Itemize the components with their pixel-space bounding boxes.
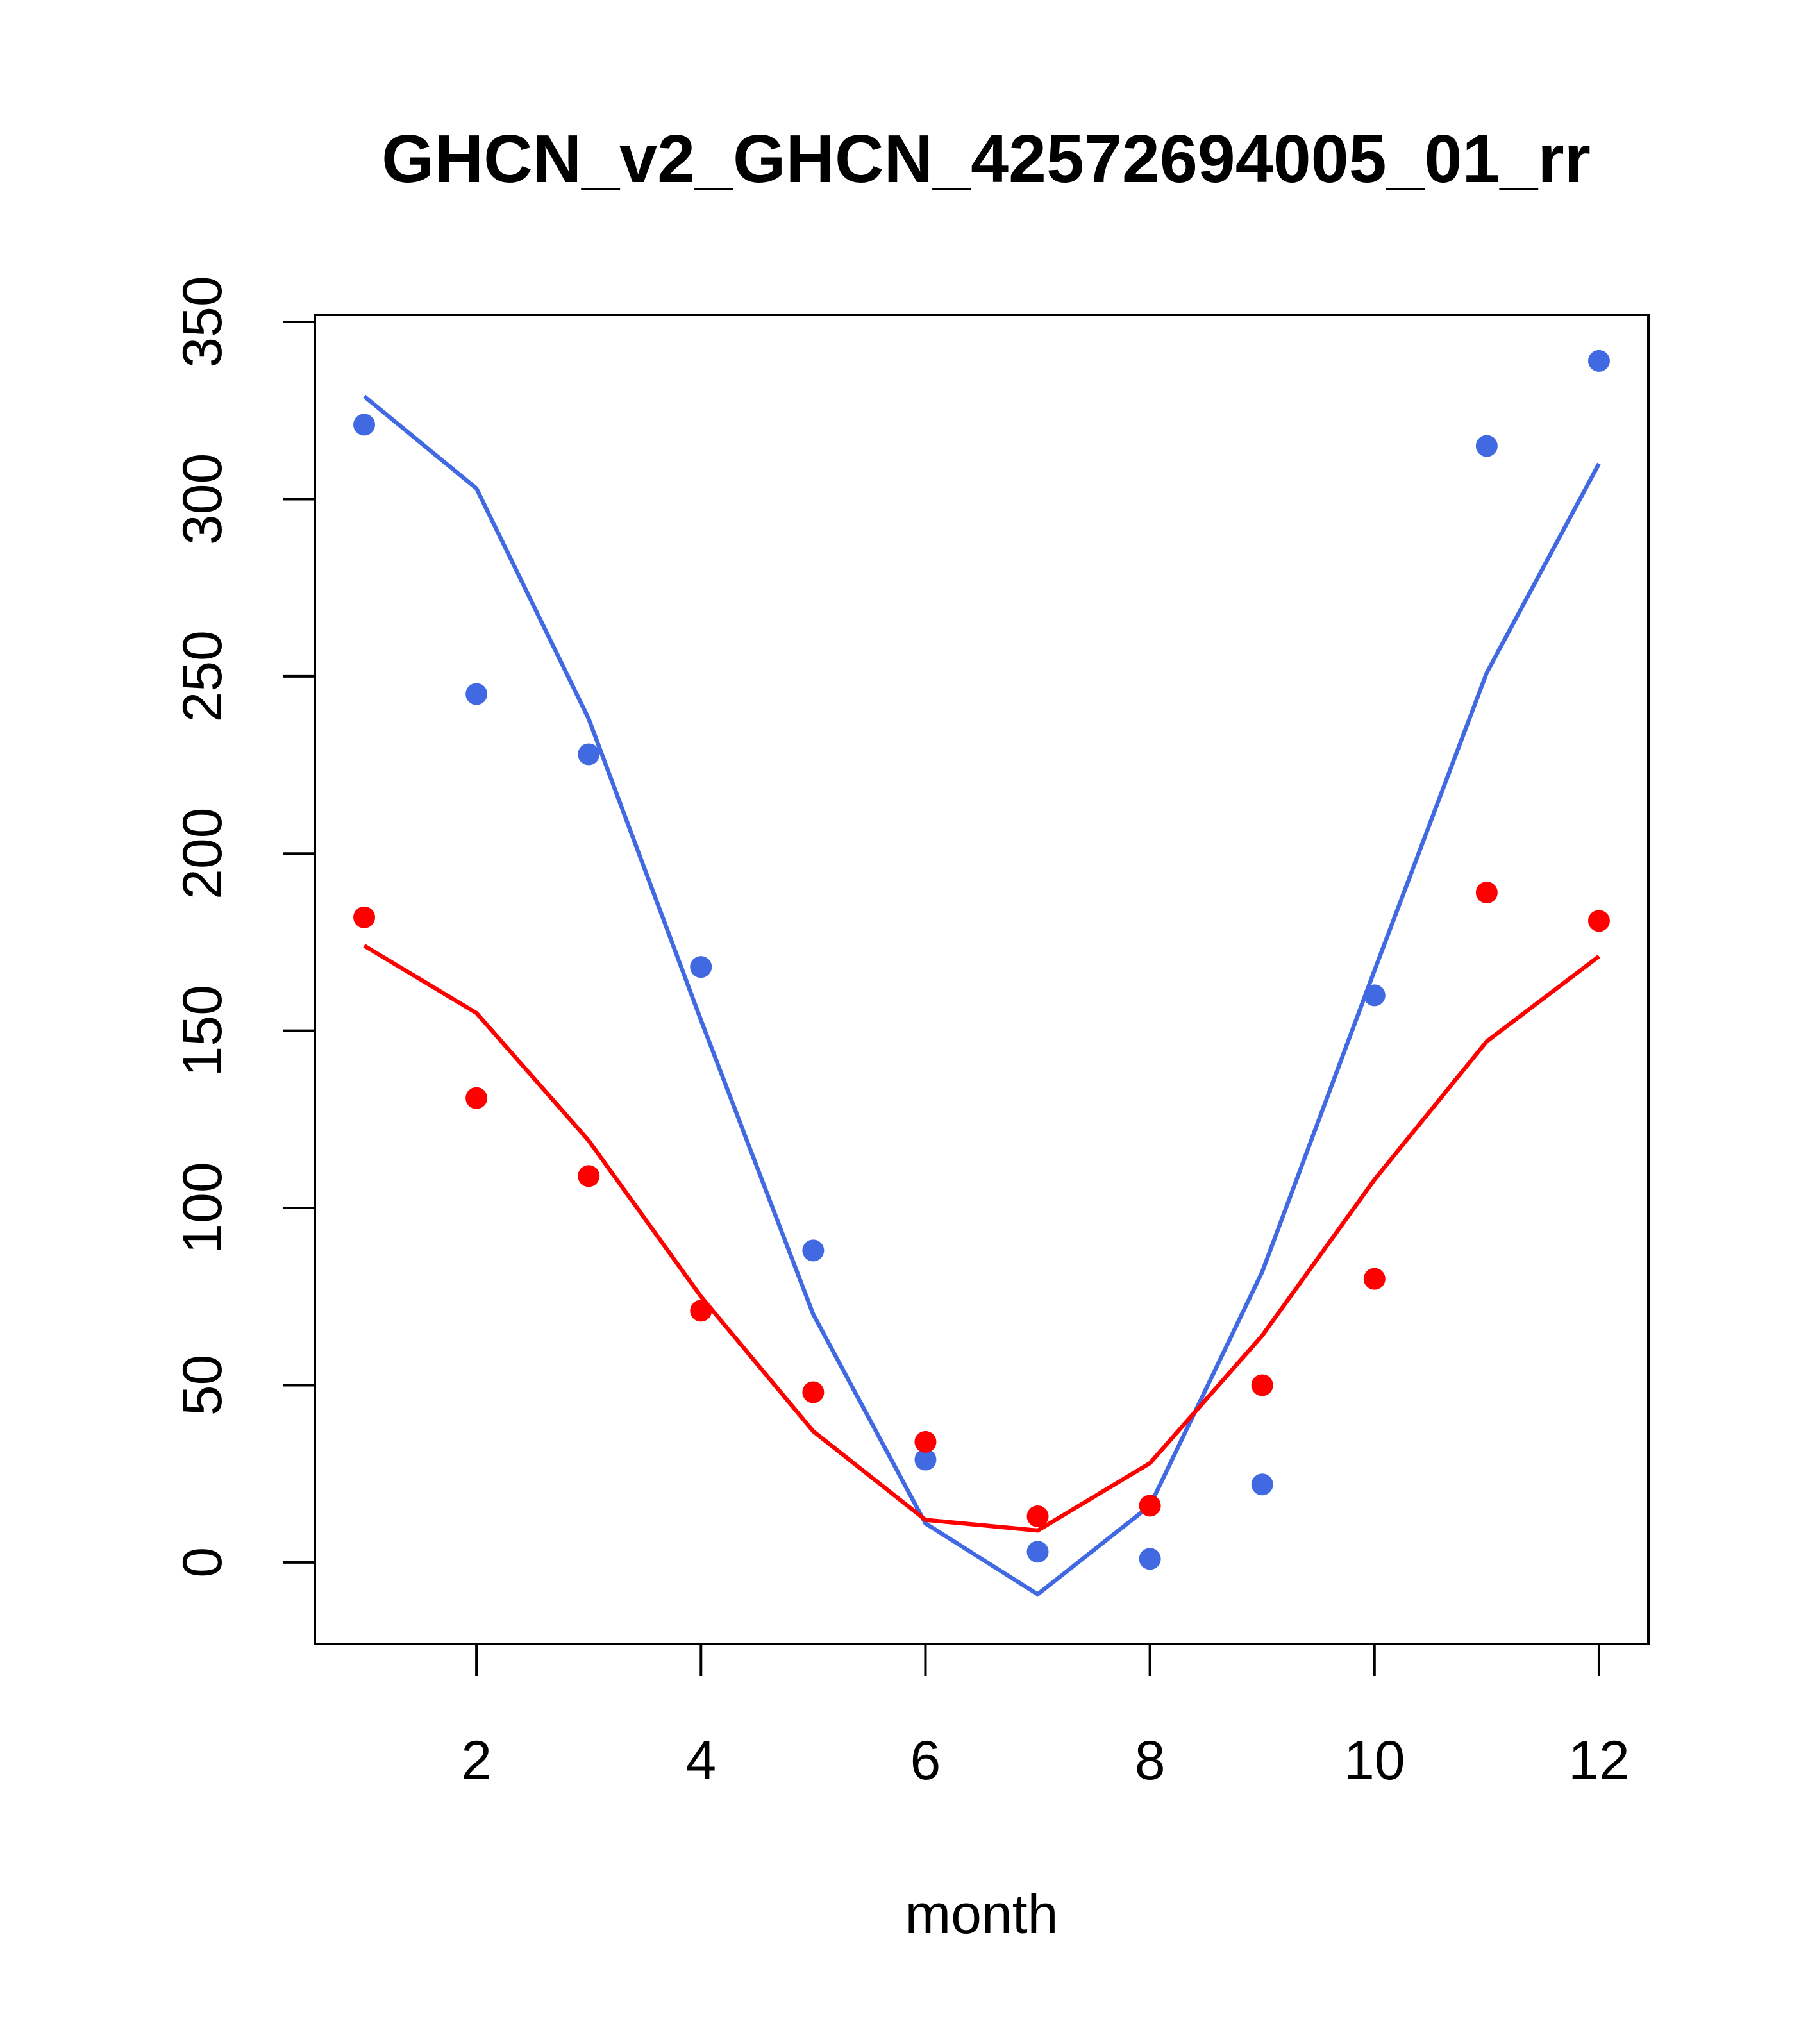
- chart-title: GHCN_v2_GHCN_42572694005_01_rr: [381, 121, 1591, 197]
- series-1-point: [1026, 1541, 1049, 1563]
- series-1-point: [465, 683, 488, 705]
- y-tick-label: 250: [172, 630, 233, 723]
- series-2-line: [363, 944, 1600, 1533]
- series-2-point: [1251, 1374, 1273, 1396]
- x-tick-label: 10: [1344, 1730, 1405, 1791]
- x-tick-label: 2: [461, 1730, 492, 1791]
- series-2-point: [1139, 1495, 1161, 1517]
- series-1-point: [914, 1448, 937, 1471]
- x-tick-label: 6: [910, 1730, 941, 1791]
- series-1-point: [802, 1239, 825, 1262]
- series-1-point: [690, 956, 712, 978]
- series-2-point: [1587, 910, 1610, 932]
- y-tick-label: 50: [172, 1355, 233, 1416]
- series-2-point: [465, 1087, 488, 1109]
- series-2-point: [914, 1430, 937, 1453]
- series-2-point: [690, 1300, 712, 1322]
- series-1-point: [1475, 435, 1498, 457]
- series-1-point: [1363, 984, 1386, 1007]
- y-tick-label: 200: [172, 808, 233, 900]
- x-tick-label: 12: [1568, 1730, 1630, 1791]
- y-tick-label: 150: [172, 985, 233, 1077]
- series-1-point: [1251, 1473, 1273, 1496]
- series-2-point: [353, 906, 376, 928]
- series-2-point: [1026, 1505, 1049, 1527]
- series-1-point: [353, 414, 376, 436]
- series-layer: [353, 349, 1610, 1597]
- x-tick-label: 4: [685, 1730, 716, 1791]
- series-2-point: [1475, 882, 1498, 904]
- x-axis: 2 4 6 8 10 12: [461, 1643, 1630, 1791]
- y-tick-label: 350: [172, 276, 233, 368]
- y-axis: 0 50 100 150 200 250 300 350: [172, 276, 316, 1578]
- plot-frame: [314, 314, 1650, 1645]
- series-2-point: [802, 1381, 825, 1403]
- series-1-point: [1139, 1548, 1161, 1570]
- series-1-line: [362, 394, 1601, 1597]
- series-1-point: [578, 743, 600, 766]
- x-tick-label: 8: [1135, 1730, 1166, 1791]
- y-tick-label: 0: [172, 1547, 233, 1578]
- series-1-point: [1587, 349, 1610, 372]
- series-2-point: [578, 1165, 600, 1187]
- y-tick-label: 100: [172, 1162, 233, 1254]
- x-axis-title: month: [905, 1884, 1058, 1945]
- y-tick-label: 300: [172, 453, 233, 546]
- series-2-point: [1363, 1268, 1386, 1290]
